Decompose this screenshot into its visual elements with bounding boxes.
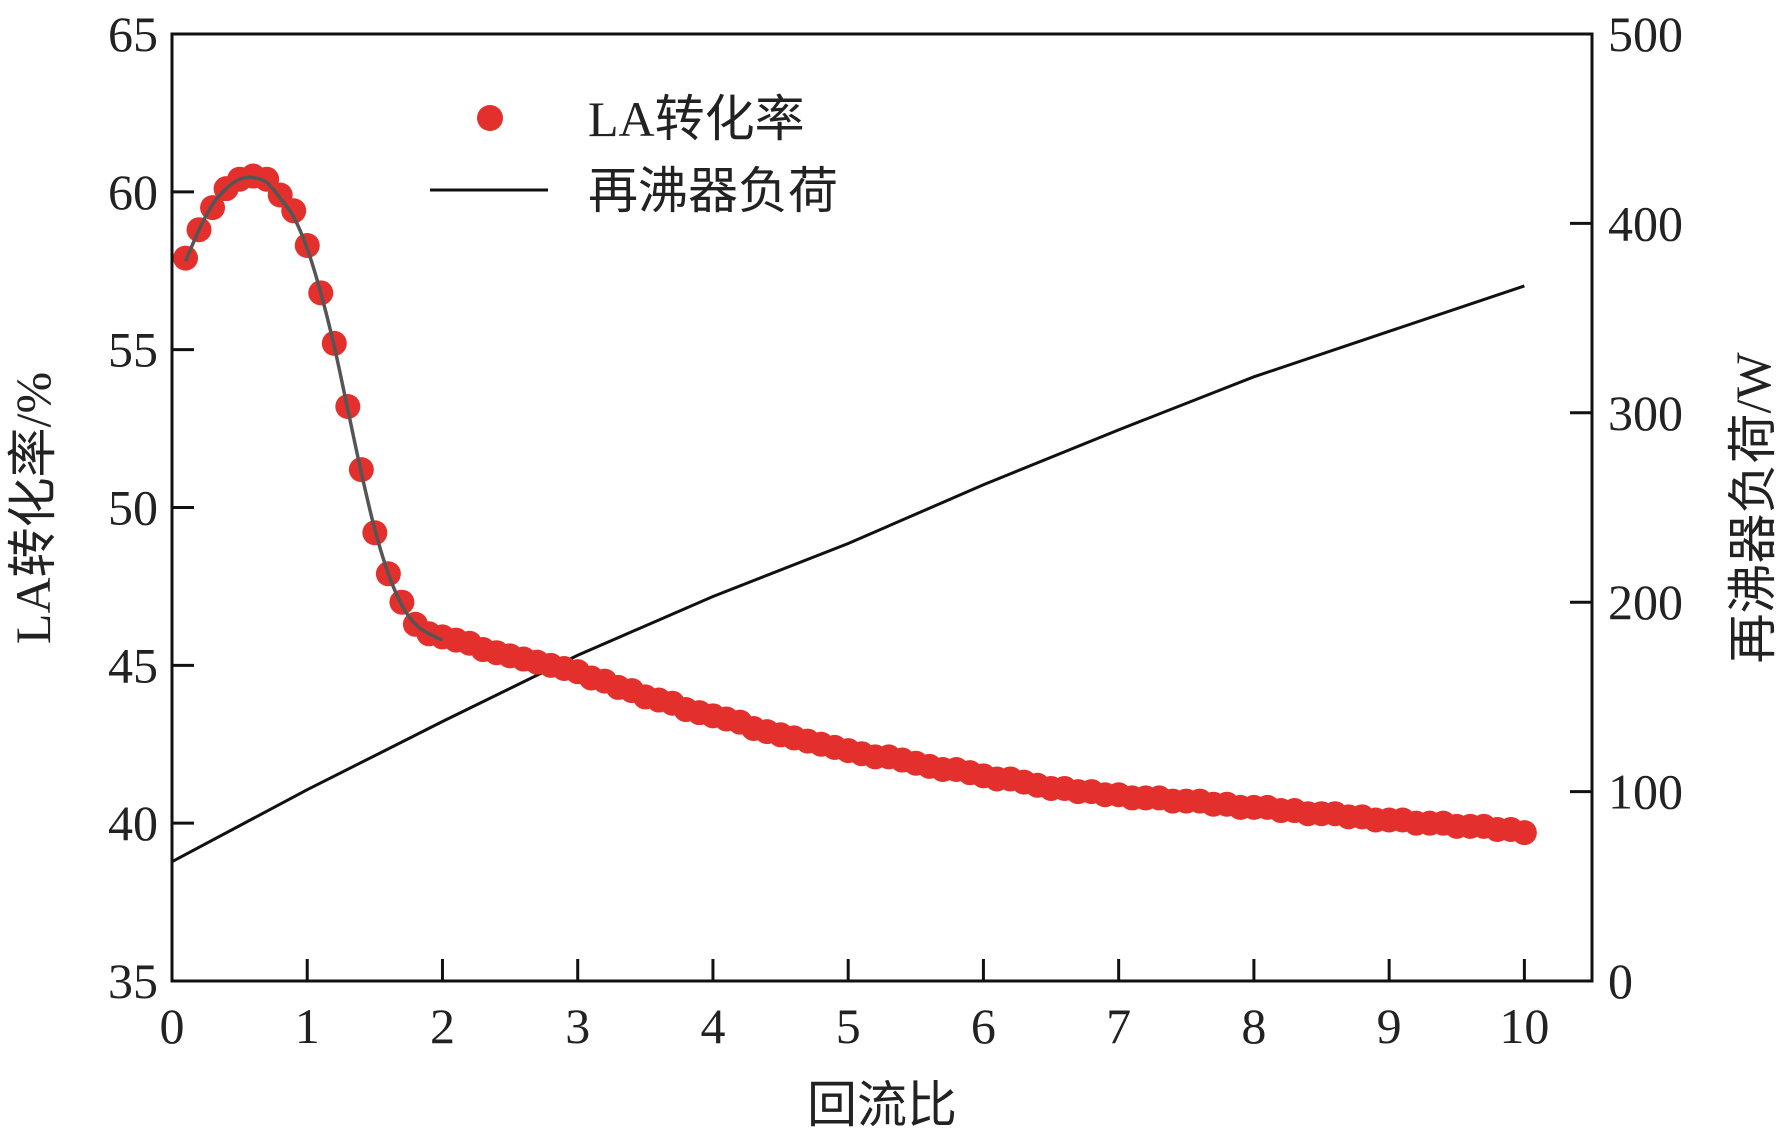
legend-label-conversion: LA转化率 bbox=[588, 91, 805, 147]
y-right-tick-label: 400 bbox=[1608, 195, 1683, 251]
x-tick-label: 0 bbox=[160, 998, 185, 1054]
y-right-tick-label: 100 bbox=[1608, 764, 1683, 820]
plot-frame bbox=[170, 32, 1594, 983]
y-right-tick-label: 300 bbox=[1608, 385, 1683, 441]
y-left-tick-label: 50 bbox=[108, 480, 158, 536]
conversion-point bbox=[1511, 820, 1537, 846]
x-tick-label: 1 bbox=[295, 998, 320, 1054]
y-right-tick-label: 0 bbox=[1608, 953, 1633, 1009]
y-axis-label-left: LA转化率/% bbox=[5, 372, 61, 644]
y-left-tick-label: 60 bbox=[108, 164, 158, 220]
legend-label-duty: 再沸器负荷 bbox=[588, 163, 838, 219]
x-tick-label: 3 bbox=[565, 998, 590, 1054]
y-left-tick-label: 40 bbox=[108, 795, 158, 851]
x-tick-label: 5 bbox=[836, 998, 861, 1054]
y-left-tick-label: 45 bbox=[108, 637, 158, 693]
x-axis-label: 回流比 bbox=[807, 1077, 957, 1133]
y-right-tick-label: 500 bbox=[1608, 6, 1683, 62]
y-left-tick-label: 35 bbox=[108, 953, 158, 1009]
x-tick-label: 2 bbox=[430, 998, 455, 1054]
legend-marker-conversion bbox=[477, 105, 503, 131]
y-right-tick-label: 200 bbox=[1608, 574, 1683, 630]
y-axis-label-right: 再沸器负荷/W bbox=[1725, 352, 1781, 664]
x-tick-label: 6 bbox=[971, 998, 996, 1054]
y-left-tick-label: 65 bbox=[108, 6, 158, 62]
legend: LA转化率 再沸器负荷 bbox=[430, 91, 838, 219]
x-tick-label: 9 bbox=[1377, 998, 1402, 1054]
x-tick-label: 4 bbox=[700, 998, 725, 1054]
y-left-tick-label: 55 bbox=[108, 322, 158, 378]
duty-line bbox=[171, 284, 1525, 864]
x-tick-label: 7 bbox=[1106, 998, 1131, 1054]
x-tick-label: 8 bbox=[1241, 998, 1266, 1054]
x-tick-label: 10 bbox=[1499, 998, 1549, 1054]
fit-curve bbox=[183, 175, 444, 642]
